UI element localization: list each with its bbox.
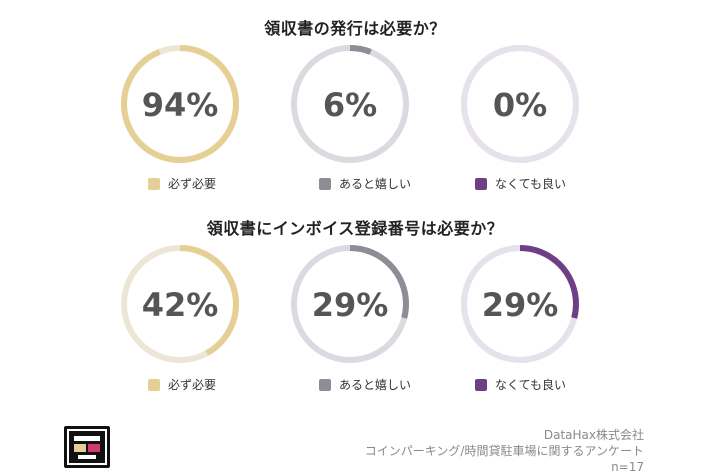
legend-label: あると嬉しい	[339, 378, 412, 392]
donut-value-label: 42%	[142, 286, 219, 324]
legend-item-必ず必要-1: 必ず必要	[148, 175, 216, 192]
datahax-logo-icon	[64, 426, 110, 468]
footer-company: DataHax株式会社	[543, 428, 644, 442]
donut-track	[461, 45, 579, 163]
legend-label: なくても良い	[495, 378, 567, 392]
donut-value-label: 29%	[482, 286, 559, 324]
footer-survey: コインパーキング/時間貸駐車場に関するアンケート	[364, 444, 644, 458]
legend-swatch	[475, 177, 487, 190]
legend-item-あると嬉しい-1: あると嬉しい	[319, 175, 411, 192]
chart-title-1: 領収書の発行は必要か？	[264, 19, 446, 38]
donut-arc-必ず必要	[121, 245, 239, 363]
legend-item-なくても良い-1: なくても良い	[475, 175, 566, 192]
legend-swatch	[148, 378, 160, 391]
donut-arc-必ず必要	[121, 45, 239, 163]
legend-swatch	[319, 378, 331, 391]
legend-label: あると嬉しい	[339, 177, 412, 191]
donut-value-label: 0%	[493, 86, 547, 124]
legend-swatch	[475, 378, 487, 391]
legend-label: なくても良い	[495, 177, 567, 191]
donut-arc-なくても良い	[461, 245, 579, 363]
donut-value-label: 29%	[312, 286, 389, 324]
donut-arc-あると嬉しい	[291, 45, 409, 163]
legend-label: 必ず必要	[168, 378, 217, 392]
chart-title-2: 領収書にインボイス登録番号は必要か？	[206, 219, 504, 238]
donut-value-label: 6%	[323, 86, 377, 124]
legend-item-あると嬉しい-2: あると嬉しい	[319, 376, 411, 393]
donut-arc-あると嬉しい	[291, 245, 409, 363]
legend-item-なくても良い-2: なくても良い	[475, 376, 566, 393]
legend-label: 必ず必要	[168, 177, 217, 191]
donut-value-label: 94%	[142, 86, 219, 124]
legend-item-必ず必要-2: 必ず必要	[148, 376, 216, 393]
footer-sample: n=17	[611, 460, 644, 474]
legend-swatch	[319, 177, 331, 190]
legend-swatch	[148, 177, 160, 190]
